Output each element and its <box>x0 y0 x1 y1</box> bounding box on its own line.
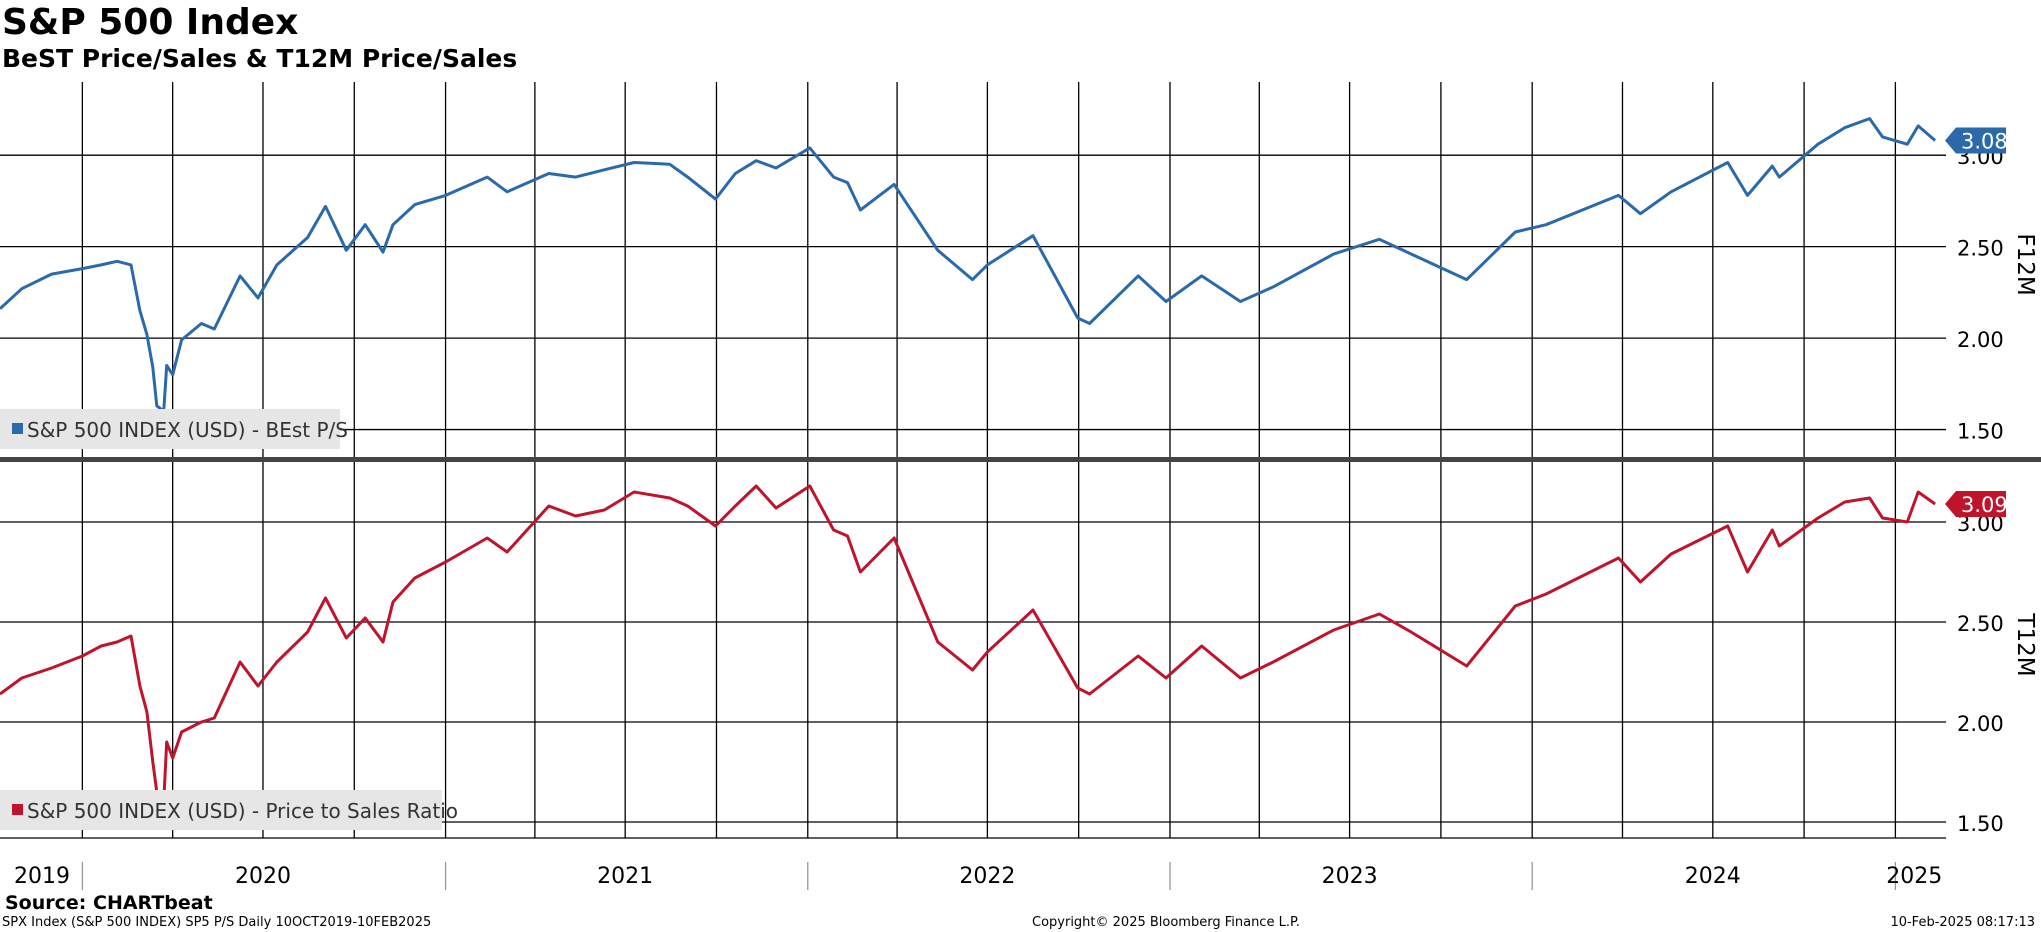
last-value-tag <box>1945 491 2006 517</box>
source-note: Source: CHARTbeat <box>5 892 213 914</box>
y-tick-label: 2.00 <box>1957 712 2004 736</box>
legend-label: S&P 500 INDEX (USD) - BEst P/S <box>27 418 348 442</box>
y-tick-label: 1.50 <box>1957 420 2004 444</box>
x-tick-label: 2020 <box>235 864 291 889</box>
y-axis-label: F12M <box>2012 233 2038 295</box>
y-tick-label: 2.00 <box>1957 328 2004 352</box>
y-tick-label: 2.50 <box>1957 612 2004 636</box>
x-tick-label: 2019 <box>14 864 70 889</box>
y-tick-label: 1.50 <box>1957 812 2004 836</box>
series-line-0 <box>0 117 1937 413</box>
legend-box <box>0 409 340 449</box>
legend-swatch <box>12 423 23 434</box>
last-value-tag <box>1945 127 2006 154</box>
x-tick-label: 2022 <box>959 864 1015 889</box>
legend-swatch <box>12 804 23 815</box>
x-tick-label: 2021 <box>597 864 653 889</box>
copyright: Copyright© 2025 Bloomberg Finance L.P. <box>1032 915 1300 930</box>
last-value-label: 3.08 <box>1961 130 2008 154</box>
series-line-1 <box>0 484 1936 804</box>
panel-divider <box>0 457 2041 462</box>
x-tick-label: 2025 <box>1886 864 1942 889</box>
ticker-info: SPX Index (S&P 500 INDEX) SP5 P/S Daily … <box>2 915 432 930</box>
timestamp: 10-Feb-2025 08:17:13 <box>1890 915 2035 930</box>
y-tick-label: 2.50 <box>1957 237 2004 261</box>
chart-title: S&P 500 Index <box>2 2 299 43</box>
y-axis-label: T12M <box>2012 612 2038 676</box>
legend-box <box>0 790 442 830</box>
legend-label: S&P 500 INDEX (USD) - Price to Sales Rat… <box>27 799 458 823</box>
chart-subtitle: BeST Price/Sales & T12M Price/Sales <box>2 44 518 73</box>
x-tick-label: 2024 <box>1685 864 1741 889</box>
x-tick-label: 2023 <box>1322 864 1378 889</box>
last-value-label: 3.09 <box>1961 493 2008 517</box>
